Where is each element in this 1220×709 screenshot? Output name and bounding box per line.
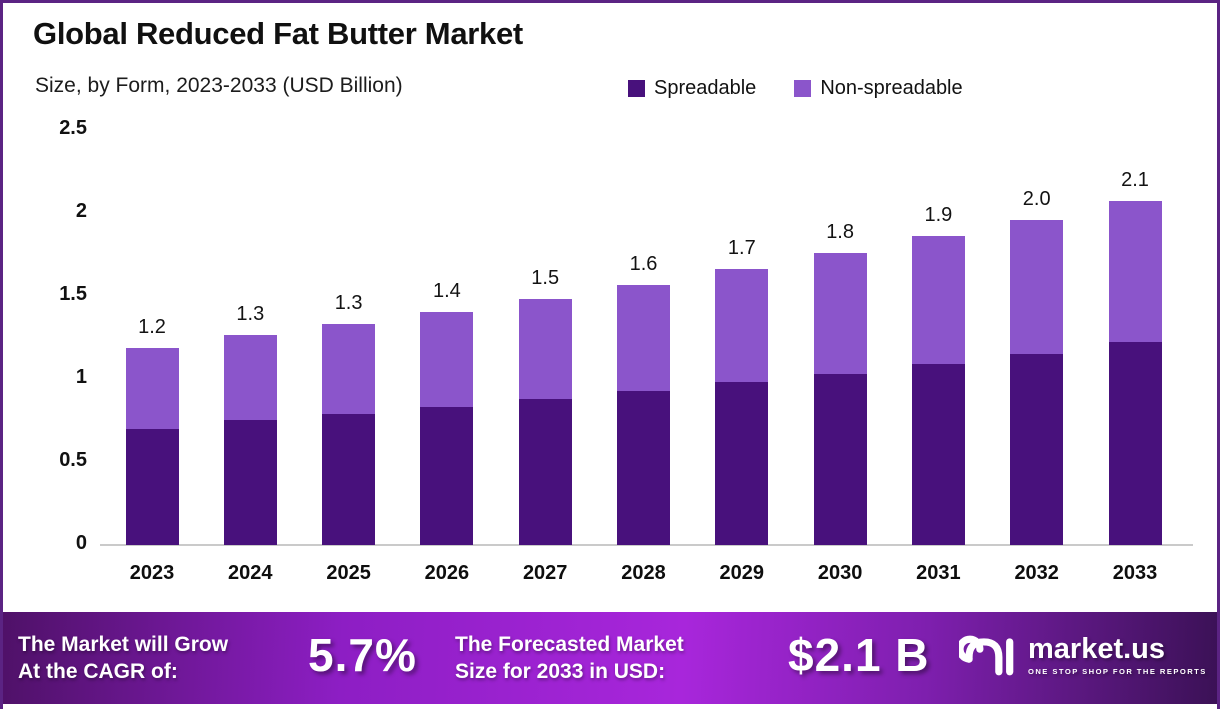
bar-segment-non-spreadable-2027 [518, 299, 572, 399]
x-axis-label: 2029 [719, 562, 765, 584]
x-axis-label: 2025 [326, 562, 371, 584]
forecast-value: $2.1 B [788, 629, 930, 681]
x-axis-label: 2033 [1112, 562, 1158, 584]
bar-segment-non-spreadable-2032 [1010, 220, 1064, 354]
cagr-label: The Market will Grow At the CAGR of: [18, 633, 229, 683]
bar-total-label: 1.9 [924, 204, 953, 226]
x-axis-label: 2028 [621, 562, 666, 584]
bar-segment-spreadable-2032 [1010, 354, 1064, 545]
bar-segment-non-spreadable-2033 [1108, 201, 1162, 342]
bar-segment-spreadable-2028 [617, 391, 670, 545]
page-title: Global Reduced Fat Butter Market [33, 16, 523, 51]
bar-segment-spreadable-2031 [911, 364, 965, 545]
bar-segment-spreadable-2026 [420, 407, 474, 545]
x-axis-line [100, 544, 1193, 546]
y-axis-label: 0 [75, 532, 87, 554]
bar-segment-non-spreadable-2029 [715, 269, 769, 382]
x-axis-label: 2026 [424, 562, 470, 584]
chart-subtitle: Size, by Form, 2023-2033 (USD Billion) [35, 74, 403, 97]
y-axis-label: 1 [75, 366, 87, 388]
legend-label-spreadable: Spreadable [654, 77, 757, 99]
bar-segment-spreadable-2023 [125, 429, 179, 545]
x-axis-label: 2032 [1014, 562, 1059, 584]
bar-total-label: 1.6 [629, 253, 658, 275]
bar-total-label: 1.3 [334, 292, 363, 314]
bar-segment-spreadable-2024 [223, 420, 277, 545]
bar-total-label: 1.8 [826, 221, 854, 243]
legend-swatch-non-spreadable-icon [794, 80, 812, 97]
bar-segment-spreadable-2029 [715, 382, 769, 545]
bar-segment-non-spreadable-2031 [911, 236, 965, 364]
x-axis-label: 2024 [228, 562, 273, 584]
chart-legend: Spreadable Non-spreadable [628, 77, 963, 100]
x-axis-label: 2023 [129, 562, 175, 584]
y-axis-label: 0.5 [59, 449, 87, 471]
bar-segment-non-spreadable-2026 [420, 312, 474, 407]
cagr-value: 5.7% [308, 629, 417, 681]
y-axis-label: 1.5 [59, 283, 87, 305]
market-us-logo-icon [959, 635, 1014, 676]
footer-banner: The Market will Grow At the CAGR of: 5.7… [3, 612, 1217, 704]
legend-label-non-spreadable: Non-spreadable [820, 77, 963, 99]
brand-lockup: market.us ONE STOP SHOP FOR THE REPORTS [959, 632, 1207, 679]
y-axis-label: 2.5 [59, 117, 87, 139]
legend-item-non-spreadable: Non-spreadable [794, 77, 963, 100]
bar-segment-non-spreadable-2030 [813, 253, 867, 374]
legend-swatch-spreadable-icon [628, 80, 645, 97]
bar-total-label: 2.1 [1121, 169, 1149, 191]
stacked-bar-chart: 0 0.5 1 1.5 2 2.5 1.2 2023 1.3 2024 1.3 2025 1.4 2026… [3, 3, 1217, 609]
brand-tagline: ONE STOP SHOP FOR THE REPORTS [1028, 667, 1207, 676]
forecast-label: The Forecasted Market Size for 2033 in U… [455, 633, 684, 683]
bar-total-label: 1.4 [432, 280, 461, 302]
x-axis-label: 2030 [817, 562, 863, 584]
y-axis-label: 2 [75, 200, 87, 222]
bar-total-label: 1.5 [531, 267, 560, 289]
legend-item-spreadable: Spreadable [628, 77, 756, 100]
bar-total-label: 1.3 [236, 303, 265, 325]
bar-total-label: 2.0 [1022, 188, 1051, 210]
bar-segment-spreadable-2025 [322, 414, 376, 545]
bar-total-label: 1.7 [727, 237, 756, 259]
x-axis-label: 2027 [522, 562, 568, 584]
brand-name: market.us [1028, 633, 1166, 665]
bar-segment-non-spreadable-2028 [617, 285, 670, 391]
bar-segment-spreadable-2027 [518, 399, 572, 545]
bar-segment-spreadable-2030 [813, 374, 867, 545]
bar-segment-non-spreadable-2025 [322, 324, 376, 414]
bar-segment-non-spreadable-2023 [125, 348, 179, 429]
bar-segment-spreadable-2033 [1108, 342, 1162, 545]
x-axis-label: 2031 [916, 562, 961, 584]
bar-segment-non-spreadable-2024 [223, 335, 277, 420]
bar-total-label: 1.2 [138, 316, 166, 338]
